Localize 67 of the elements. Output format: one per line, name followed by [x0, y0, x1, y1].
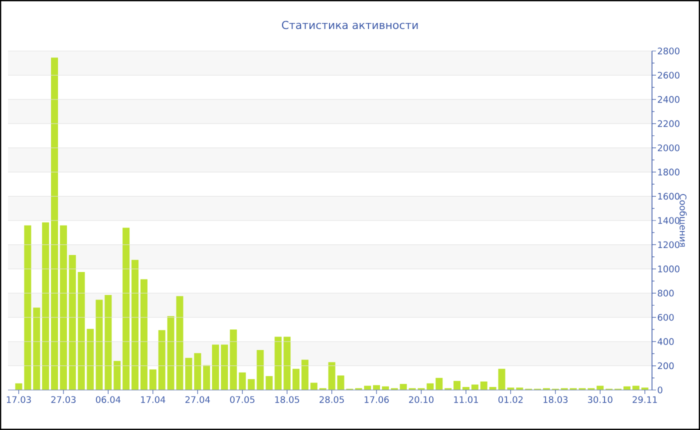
y-tick-label: 1200 [658, 241, 680, 248]
bar [132, 260, 139, 390]
bar [140, 279, 148, 390]
x-tick-label: 29.11 [632, 396, 657, 403]
y-tick-label: 1000 [658, 266, 680, 272]
bar [122, 228, 130, 390]
x-tick-label: 20.10 [409, 396, 434, 403]
y-tick-label: 2200 [658, 120, 680, 128]
bar [373, 385, 380, 390]
y-tick-label: 1400 [658, 217, 680, 224]
bar [230, 329, 237, 390]
y-tick-label: 2600 [658, 72, 680, 79]
y-tick-label: 800 [658, 290, 674, 297]
bar [220, 344, 228, 390]
bar [212, 344, 220, 390]
bar [24, 225, 32, 390]
y-tick-label: 0 [658, 386, 662, 394]
bar [274, 336, 282, 390]
bar [292, 368, 300, 390]
y-axis-title: Сообщения [678, 194, 687, 247]
bar [301, 360, 308, 390]
bar [310, 382, 318, 390]
y-tick-label: 1600 [658, 192, 680, 200]
bar [238, 372, 246, 390]
x-tick-label: 28.05 [320, 396, 344, 403]
bar [436, 378, 443, 390]
bar [194, 353, 202, 390]
y-tick-label: 2400 [658, 96, 680, 103]
bar [284, 336, 291, 390]
bar [266, 376, 273, 390]
bar [104, 294, 112, 390]
x-tick-label: 11.01 [454, 396, 478, 403]
x-tick-label: 30.10 [588, 396, 612, 403]
y-tick-label: 1800 [658, 168, 680, 176]
bar [400, 384, 407, 390]
bar [203, 365, 210, 390]
bar [480, 382, 488, 390]
bar [454, 380, 461, 390]
bar [78, 272, 85, 390]
y-tick-label: 200 [658, 362, 674, 370]
x-tick-label: 17.06 [364, 396, 389, 403]
bar [185, 358, 192, 390]
bar [158, 330, 166, 390]
x-tick-label: 01.02 [498, 396, 523, 403]
x-tick-label: 18.03 [544, 396, 568, 403]
x-tick-label: 07.05 [230, 396, 254, 403]
bar [60, 225, 67, 390]
bar [42, 222, 50, 390]
bar [51, 58, 58, 390]
bar [114, 360, 121, 390]
bar [33, 308, 40, 390]
x-tick-label: 17.03 [6, 396, 31, 403]
x-tick-label: 06.04 [96, 396, 121, 403]
x-tick-label: 27.03 [51, 396, 76, 403]
x-tick-label: 27.04 [185, 396, 210, 403]
y-tick-label: 2000 [658, 144, 680, 152]
y-tick-label: 2800 [658, 48, 680, 54]
bar [426, 383, 434, 390]
bar [471, 384, 478, 390]
bar [15, 383, 22, 390]
bar [149, 369, 156, 390]
chart-title: Статистика активности [282, 20, 418, 30]
y-tick-label: 600 [658, 314, 674, 321]
x-tick-label: 17.04 [141, 396, 166, 403]
bar [68, 255, 76, 390]
y-tick-label: 400 [658, 338, 674, 345]
x-tick-label: 18.05 [275, 396, 300, 403]
